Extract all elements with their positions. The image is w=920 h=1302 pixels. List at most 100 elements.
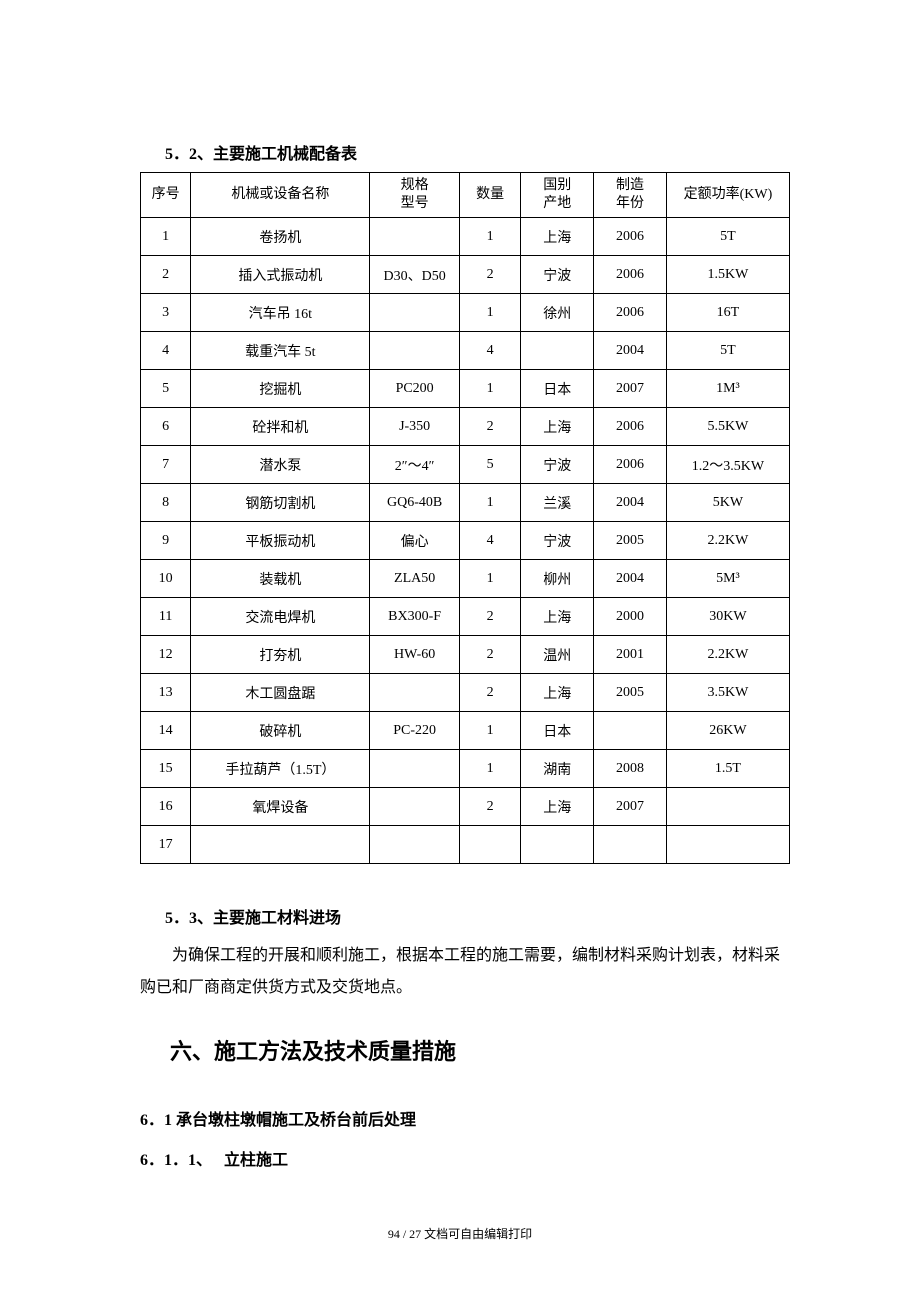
table-cell-year: 2007 — [594, 370, 667, 408]
table-cell-year: 2004 — [594, 560, 667, 598]
header-spec-l2: 型号 — [401, 196, 429, 211]
table-cell-power: 1.5KW — [666, 256, 789, 294]
table-cell-spec — [370, 218, 460, 256]
table-cell-spec: D30、D50 — [370, 256, 460, 294]
table-cell-seq: 17 — [141, 826, 191, 864]
table-cell-seq: 14 — [141, 712, 191, 750]
table-cell-qty: 4 — [459, 332, 521, 370]
table-cell-origin: 宁波 — [521, 256, 594, 294]
heading-5-3: 5．3、主要施工材料进场 — [165, 904, 790, 928]
table-cell-origin: 徐州 — [521, 294, 594, 332]
header-qty: 数量 — [459, 173, 521, 218]
table-cell-qty: 2 — [459, 674, 521, 712]
table-cell-spec: PC200 — [370, 370, 460, 408]
table-cell-year: 2004 — [594, 332, 667, 370]
table-row: 1卷扬机1上海20065T — [141, 218, 790, 256]
header-spec-l1: 规格 — [401, 178, 429, 193]
table-cell-power: 1.2～3.5KW — [666, 446, 789, 484]
table-cell-seq: 1 — [141, 218, 191, 256]
table-cell-seq: 9 — [141, 522, 191, 560]
table-cell-qty — [459, 826, 521, 864]
table-cell-qty: 1 — [459, 370, 521, 408]
table-row: 10装载机ZLA501柳州20045M³ — [141, 560, 790, 598]
table-cell-power: 1.5T — [666, 750, 789, 788]
table-cell-name: 木工圆盘踞 — [191, 674, 370, 712]
table-cell-name: 装载机 — [191, 560, 370, 598]
table-cell-origin — [521, 826, 594, 864]
table-cell-name: 氧焊设备 — [191, 788, 370, 826]
table-cell-year: 2001 — [594, 636, 667, 674]
header-origin-l2: 产地 — [543, 196, 571, 211]
table-cell-seq: 8 — [141, 484, 191, 522]
header-spec: 规格 型号 — [370, 173, 460, 218]
table-cell-origin: 日本 — [521, 370, 594, 408]
header-origin-l1: 国别 — [543, 178, 571, 193]
table-cell-name: 破碎机 — [191, 712, 370, 750]
table-cell-seq: 15 — [141, 750, 191, 788]
table-cell-qty: 2 — [459, 636, 521, 674]
heading-6-1: 6．1 承台墩柱墩帽施工及桥台前后处理 — [140, 1106, 790, 1130]
table-cell-year: 2005 — [594, 674, 667, 712]
table-cell-seq: 16 — [141, 788, 191, 826]
table-cell-spec — [370, 750, 460, 788]
table-cell-spec: ZLA50 — [370, 560, 460, 598]
table-cell-origin: 上海 — [521, 408, 594, 446]
table-cell-name: 交流电焊机 — [191, 598, 370, 636]
table-cell-spec — [370, 332, 460, 370]
table-cell-power — [666, 826, 789, 864]
table-row: 11交流电焊机BX300-F2上海200030KW — [141, 598, 790, 636]
table-row: 17 — [141, 826, 790, 864]
table-cell-name: 砼拌和机 — [191, 408, 370, 446]
table-cell-qty: 1 — [459, 294, 521, 332]
table-cell-year: 2004 — [594, 484, 667, 522]
table-cell-name — [191, 826, 370, 864]
table-cell-spec: BX300-F — [370, 598, 460, 636]
table-cell-year: 2005 — [594, 522, 667, 560]
header-seq: 序号 — [141, 173, 191, 218]
table-row: 2插入式振动机D30、D502宁波20061.5KW — [141, 256, 790, 294]
table-cell-origin: 上海 — [521, 788, 594, 826]
table-cell-name: 挖掘机 — [191, 370, 370, 408]
table-cell-spec: PC-220 — [370, 712, 460, 750]
table-cell-qty: 1 — [459, 712, 521, 750]
table-row: 13木工圆盘踞2上海20053.5KW — [141, 674, 790, 712]
table-cell-seq: 6 — [141, 408, 191, 446]
table-cell-qty: 2 — [459, 598, 521, 636]
table-row: 4载重汽车 5t420045T — [141, 332, 790, 370]
table-cell-spec: GQ6-40B — [370, 484, 460, 522]
table-cell-origin: 柳州 — [521, 560, 594, 598]
table-cell-year: 2000 — [594, 598, 667, 636]
header-year-l1: 制造 — [616, 178, 644, 193]
table-cell-spec — [370, 294, 460, 332]
table-cell-seq: 11 — [141, 598, 191, 636]
table-cell-seq: 4 — [141, 332, 191, 370]
table-cell-qty: 2 — [459, 408, 521, 446]
table-cell-origin: 温州 — [521, 636, 594, 674]
table-cell-seq: 2 — [141, 256, 191, 294]
table-row: 15手拉葫芦（1.5T）1湖南20081.5T — [141, 750, 790, 788]
table-cell-power: 2.2KW — [666, 522, 789, 560]
table-cell-power: 5M³ — [666, 560, 789, 598]
header-power: 定额功率(KW) — [666, 173, 789, 218]
table-cell-origin — [521, 332, 594, 370]
table-cell-spec — [370, 674, 460, 712]
table-cell-seq: 12 — [141, 636, 191, 674]
table-cell-year: 2006 — [594, 218, 667, 256]
table-cell-year: 2006 — [594, 408, 667, 446]
table-cell-name: 载重汽车 5t — [191, 332, 370, 370]
table-cell-power: 26KW — [666, 712, 789, 750]
table-cell-power: 5.5KW — [666, 408, 789, 446]
table-cell-name: 平板振动机 — [191, 522, 370, 560]
table-cell-qty: 1 — [459, 560, 521, 598]
table-cell-power: 3.5KW — [666, 674, 789, 712]
table-row: 16氧焊设备2上海2007 — [141, 788, 790, 826]
table-cell-name: 插入式振动机 — [191, 256, 370, 294]
table-cell-origin: 宁波 — [521, 446, 594, 484]
header-origin: 国别 产地 — [521, 173, 594, 218]
table-cell-year: 2006 — [594, 446, 667, 484]
table-row: 5挖掘机PC2001日本20071M³ — [141, 370, 790, 408]
table-cell-spec — [370, 788, 460, 826]
table-cell-spec — [370, 826, 460, 864]
table-cell-power: 5T — [666, 218, 789, 256]
table-cell-spec: 2″～4″ — [370, 446, 460, 484]
